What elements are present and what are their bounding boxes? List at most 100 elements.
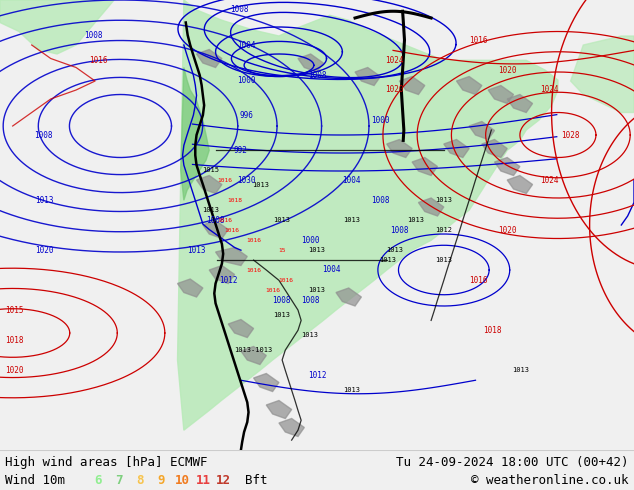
Text: 1020: 1020: [35, 245, 54, 255]
Text: 1004: 1004: [342, 175, 361, 185]
Text: 1008: 1008: [206, 216, 225, 224]
Text: 1024: 1024: [385, 56, 404, 65]
Text: 1012: 1012: [219, 276, 238, 285]
Text: 1028: 1028: [561, 130, 580, 140]
Text: 1020: 1020: [4, 366, 23, 375]
Polygon shape: [203, 220, 228, 239]
Text: 1015: 1015: [4, 306, 23, 315]
Polygon shape: [279, 418, 304, 437]
Text: 1013: 1013: [35, 196, 54, 205]
Text: 1016: 1016: [469, 36, 488, 45]
Text: 1015: 1015: [203, 167, 219, 173]
Polygon shape: [181, 68, 209, 200]
Text: 1020: 1020: [498, 226, 517, 235]
Polygon shape: [387, 140, 412, 157]
Polygon shape: [209, 266, 235, 284]
Polygon shape: [456, 76, 482, 95]
Polygon shape: [444, 140, 469, 157]
Text: 1016: 1016: [469, 276, 488, 285]
Text: 996: 996: [239, 111, 253, 120]
Text: 1008: 1008: [230, 5, 249, 14]
Text: 1013: 1013: [309, 287, 325, 293]
Text: 1013: 1013: [407, 217, 424, 223]
Polygon shape: [197, 175, 222, 194]
Text: 1013-1013: 1013-1013: [235, 347, 273, 353]
Text: 1012: 1012: [436, 227, 452, 233]
Text: 1024: 1024: [540, 85, 559, 95]
Text: 7: 7: [115, 474, 123, 487]
Text: 1008: 1008: [272, 295, 291, 305]
Polygon shape: [178, 279, 203, 297]
Text: 11: 11: [195, 474, 210, 487]
Text: 1004: 1004: [236, 41, 256, 49]
Text: 6: 6: [94, 474, 102, 487]
Text: 1018: 1018: [483, 326, 502, 335]
Polygon shape: [355, 68, 380, 85]
Polygon shape: [178, 0, 558, 430]
Polygon shape: [418, 198, 444, 216]
Text: 1013: 1013: [344, 217, 360, 223]
Text: High wind areas [hPa] ECMWF: High wind areas [hPa] ECMWF: [5, 456, 207, 469]
Polygon shape: [482, 140, 507, 157]
Text: 1016: 1016: [89, 56, 108, 65]
Text: 1013: 1013: [203, 207, 219, 213]
Text: 1016: 1016: [246, 238, 261, 243]
Polygon shape: [298, 54, 323, 72]
Text: 1013: 1013: [252, 182, 269, 188]
Text: 1013: 1013: [436, 197, 452, 203]
Polygon shape: [507, 95, 533, 113]
Polygon shape: [241, 346, 266, 365]
Text: © weatheronline.co.uk: © weatheronline.co.uk: [472, 474, 629, 487]
Text: 1008: 1008: [371, 196, 390, 205]
Text: 1013: 1013: [187, 245, 206, 255]
Text: 1008: 1008: [301, 295, 320, 305]
Polygon shape: [266, 400, 292, 418]
Text: Tu 24-09-2024 18:00 UTC (00+42): Tu 24-09-2024 18:00 UTC (00+42): [396, 456, 629, 469]
Text: 9: 9: [157, 474, 165, 487]
Polygon shape: [507, 175, 533, 194]
Text: 1020: 1020: [498, 66, 517, 74]
Polygon shape: [197, 49, 222, 68]
Polygon shape: [0, 0, 114, 54]
Polygon shape: [336, 288, 361, 306]
Text: 1013: 1013: [344, 387, 360, 393]
Text: 1013: 1013: [301, 332, 318, 338]
Polygon shape: [488, 85, 514, 103]
Text: 1016: 1016: [224, 228, 239, 233]
Text: 1018: 1018: [4, 336, 23, 344]
Text: 1008: 1008: [307, 71, 327, 80]
Polygon shape: [216, 247, 247, 266]
Text: 1024: 1024: [540, 175, 559, 185]
Polygon shape: [228, 319, 254, 338]
Text: 8: 8: [136, 474, 144, 487]
Text: 1013: 1013: [273, 217, 290, 223]
Text: 1016: 1016: [217, 218, 233, 222]
Text: Bft: Bft: [245, 474, 267, 487]
Polygon shape: [571, 36, 634, 113]
Polygon shape: [469, 122, 495, 140]
Text: 1013: 1013: [309, 247, 325, 253]
Polygon shape: [495, 157, 520, 175]
Text: Wind 10m: Wind 10m: [5, 474, 65, 487]
Text: 1016: 1016: [278, 278, 293, 283]
Polygon shape: [254, 373, 279, 392]
Text: 1008: 1008: [84, 30, 103, 40]
Text: 1018: 1018: [227, 198, 242, 203]
Text: 1004: 1004: [321, 266, 340, 274]
Text: 1013: 1013: [273, 312, 290, 318]
Text: 1020: 1020: [385, 85, 404, 95]
Text: 1000: 1000: [301, 236, 320, 245]
Polygon shape: [399, 76, 425, 95]
Text: 1000: 1000: [236, 75, 256, 85]
Text: 1012: 1012: [307, 371, 327, 380]
Text: 15: 15: [278, 248, 286, 253]
Text: 10: 10: [174, 474, 190, 487]
Text: 1013: 1013: [436, 257, 452, 263]
Text: 1008: 1008: [34, 130, 53, 140]
Text: 1030: 1030: [236, 175, 256, 185]
Text: 1016: 1016: [217, 177, 233, 182]
Text: 1013: 1013: [379, 257, 396, 263]
Text: 992: 992: [234, 146, 248, 155]
Text: 12: 12: [216, 474, 231, 487]
Text: 1008: 1008: [390, 226, 409, 235]
